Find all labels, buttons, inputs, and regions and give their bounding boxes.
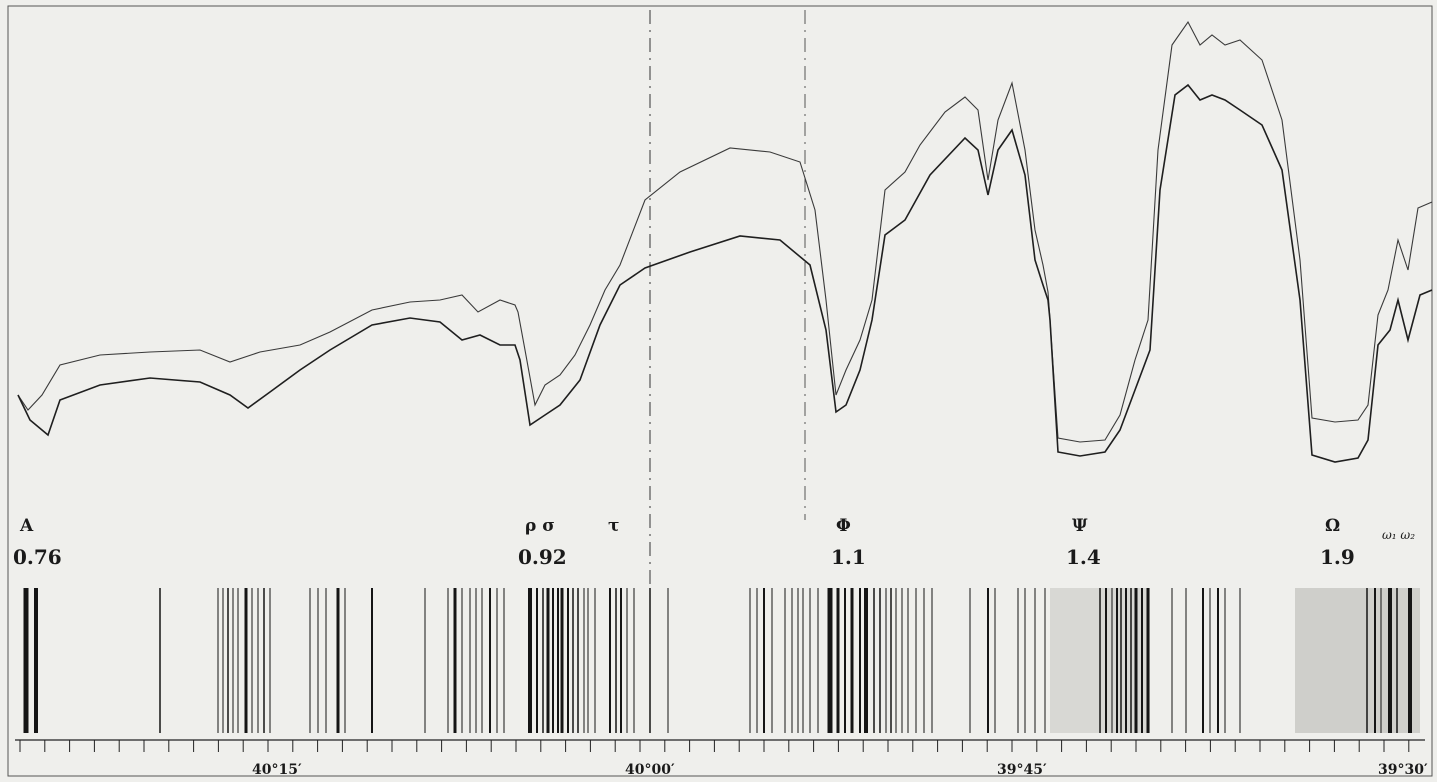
band-label-a: A [20,516,34,536]
band-label-phi: Φ [836,516,851,536]
wavelength-label-psi: 1.4 [1066,545,1101,569]
band-label-omega: Ω [1325,516,1341,536]
wavelength-label-a: 0.76 [13,545,62,569]
band-label-omega-1-2: ω₁ ω₂ [1382,528,1416,542]
band-label-rho-sigma: ρ σ [525,516,555,536]
wavelength-label-omega: 1.9 [1320,545,1355,569]
scale-label-2: 40°00′ [625,762,675,778]
scale-label-4: 39°30′ [1378,762,1428,778]
scale-label-3: 39°45′ [997,762,1047,778]
scale-label-1: 40°15′ [252,762,302,778]
wavelength-label-phi: 1.1 [831,545,866,569]
bottom-scale [15,739,1425,752]
lower-trace [17,83,1433,463]
spectrum-strip [23,588,1420,733]
band-label-tau: τ [608,516,620,536]
band-label-psi: Ψ [1072,516,1088,536]
upper-trace [17,20,1433,443]
wavelength-label-rho-sigma: 0.92 [518,545,567,569]
